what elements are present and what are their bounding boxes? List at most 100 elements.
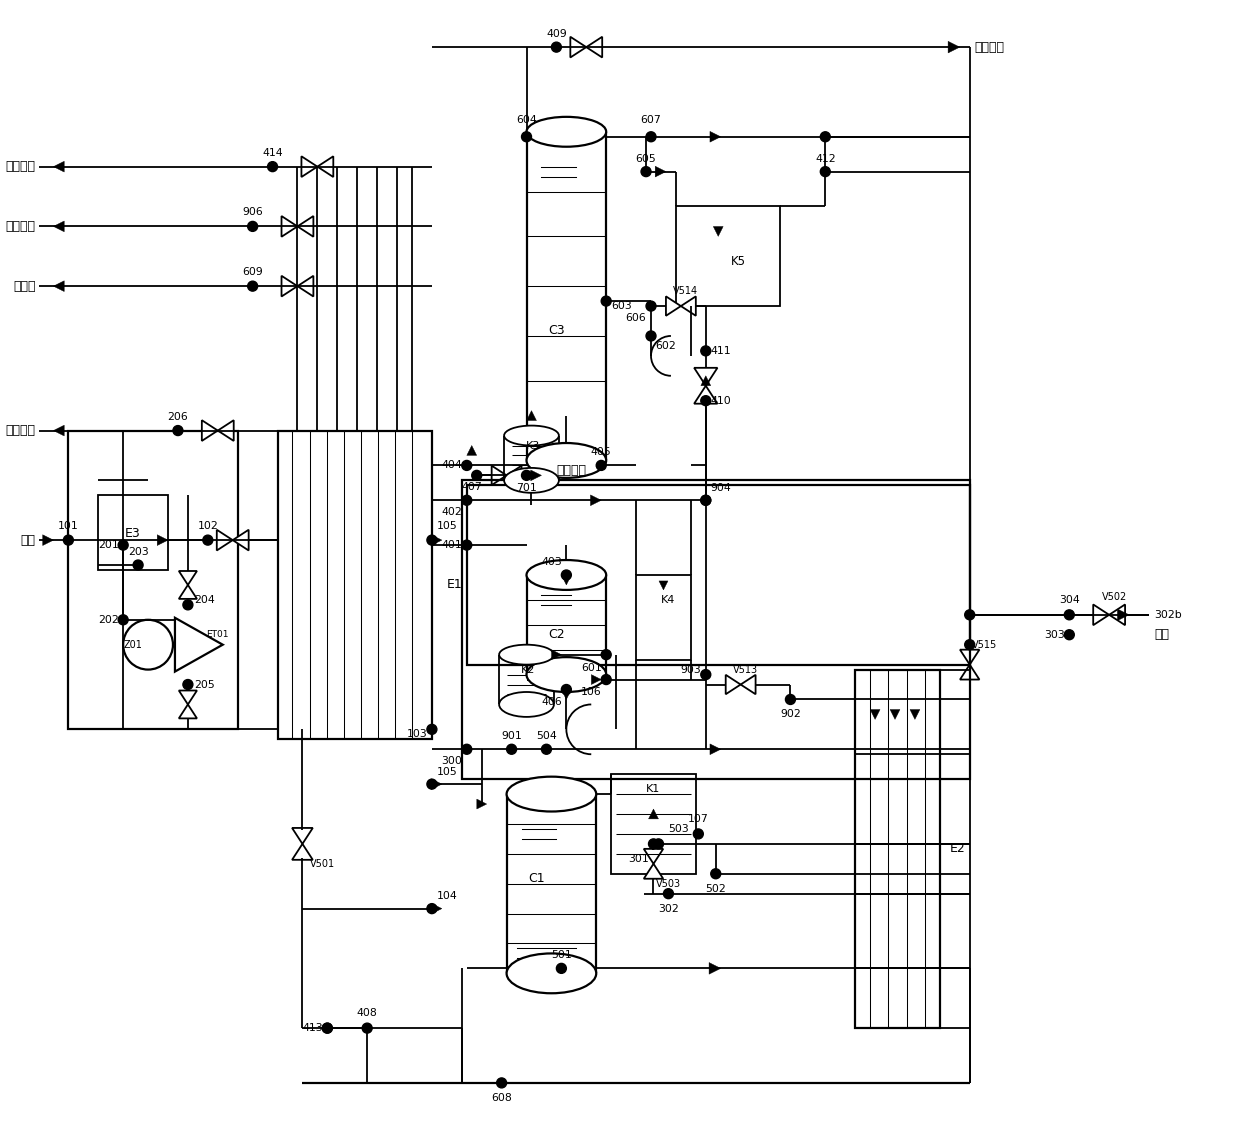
Circle shape [497, 1078, 507, 1088]
Text: 301: 301 [629, 854, 649, 864]
Text: 605: 605 [636, 154, 656, 164]
Polygon shape [655, 166, 666, 178]
Circle shape [118, 541, 128, 550]
Circle shape [693, 828, 703, 839]
Ellipse shape [500, 645, 554, 665]
Polygon shape [53, 162, 64, 172]
Text: 空气: 空气 [21, 534, 36, 546]
Polygon shape [281, 216, 298, 237]
Circle shape [427, 904, 436, 914]
Text: 205: 205 [195, 679, 216, 690]
Text: 富氧空气: 富氧空气 [5, 220, 36, 233]
Circle shape [427, 725, 436, 734]
Text: 502: 502 [706, 884, 727, 893]
Circle shape [1064, 629, 1074, 640]
Ellipse shape [527, 560, 606, 589]
Text: 107: 107 [688, 814, 709, 824]
Ellipse shape [505, 426, 559, 445]
Text: 409: 409 [546, 30, 567, 39]
Text: 606: 606 [626, 313, 646, 323]
Polygon shape [218, 420, 233, 440]
Circle shape [542, 744, 552, 754]
Polygon shape [701, 376, 711, 386]
Circle shape [646, 302, 656, 311]
Polygon shape [432, 904, 441, 914]
Polygon shape [709, 963, 720, 974]
Text: C3: C3 [548, 324, 564, 338]
Circle shape [63, 535, 73, 545]
Polygon shape [694, 368, 718, 386]
Circle shape [965, 610, 975, 620]
Text: V501: V501 [310, 859, 335, 868]
Polygon shape [960, 650, 980, 665]
Text: 501: 501 [551, 950, 572, 960]
Bar [98, 495, 167, 570]
Text: ET01: ET01 [207, 630, 229, 640]
Polygon shape [179, 691, 197, 704]
Polygon shape [649, 809, 658, 819]
Circle shape [649, 839, 658, 849]
Bar [636, 575, 691, 660]
Text: 602: 602 [656, 341, 676, 351]
Polygon shape [53, 221, 64, 232]
Polygon shape [317, 156, 334, 178]
Circle shape [701, 396, 711, 405]
Polygon shape [890, 709, 900, 719]
Text: 405: 405 [590, 447, 611, 457]
Circle shape [821, 132, 831, 142]
Text: 201: 201 [98, 541, 119, 550]
Text: 412: 412 [815, 154, 836, 164]
Ellipse shape [527, 657, 606, 692]
Bar [466, 485, 970, 665]
Circle shape [653, 839, 663, 849]
Polygon shape [1117, 609, 1130, 620]
Text: K5: K5 [730, 255, 745, 267]
Polygon shape [527, 411, 537, 421]
Circle shape [601, 296, 611, 306]
Text: 304: 304 [1059, 595, 1080, 605]
Polygon shape [157, 535, 167, 545]
Text: V513: V513 [733, 665, 758, 675]
Text: 603: 603 [611, 302, 631, 311]
Circle shape [461, 744, 471, 754]
Text: 408: 408 [357, 1008, 377, 1019]
Polygon shape [713, 226, 723, 237]
Polygon shape [281, 275, 298, 297]
Circle shape [248, 281, 258, 291]
Circle shape [785, 694, 795, 704]
Text: 低压氮气: 低压氮气 [5, 160, 36, 173]
Bar [278, 430, 432, 740]
Polygon shape [1109, 604, 1125, 625]
Text: 608: 608 [491, 1092, 512, 1103]
Text: 105: 105 [436, 521, 458, 531]
Text: E3: E3 [125, 527, 141, 539]
Polygon shape [53, 281, 64, 291]
Text: 压力氮气: 压力氮气 [975, 41, 1004, 53]
Circle shape [133, 560, 143, 570]
Text: 414: 414 [262, 148, 283, 158]
Text: 103: 103 [407, 729, 428, 740]
Text: 503: 503 [668, 824, 688, 834]
Ellipse shape [500, 692, 554, 717]
Text: 902: 902 [780, 709, 801, 719]
Text: V503: V503 [656, 879, 681, 889]
Circle shape [184, 679, 193, 690]
Polygon shape [644, 864, 663, 879]
Circle shape [701, 495, 711, 505]
Circle shape [118, 615, 128, 625]
Polygon shape [298, 275, 314, 297]
Polygon shape [432, 778, 441, 790]
Text: 402: 402 [441, 508, 463, 518]
Polygon shape [477, 799, 486, 809]
Circle shape [663, 889, 673, 899]
Polygon shape [552, 650, 562, 660]
Polygon shape [293, 828, 312, 844]
Text: 101: 101 [58, 521, 79, 531]
Text: 106: 106 [580, 687, 601, 698]
Text: 609: 609 [242, 267, 263, 278]
Polygon shape [644, 849, 663, 864]
Circle shape [601, 675, 611, 685]
Polygon shape [507, 465, 522, 485]
Polygon shape [298, 216, 314, 237]
Text: 203: 203 [128, 547, 149, 558]
